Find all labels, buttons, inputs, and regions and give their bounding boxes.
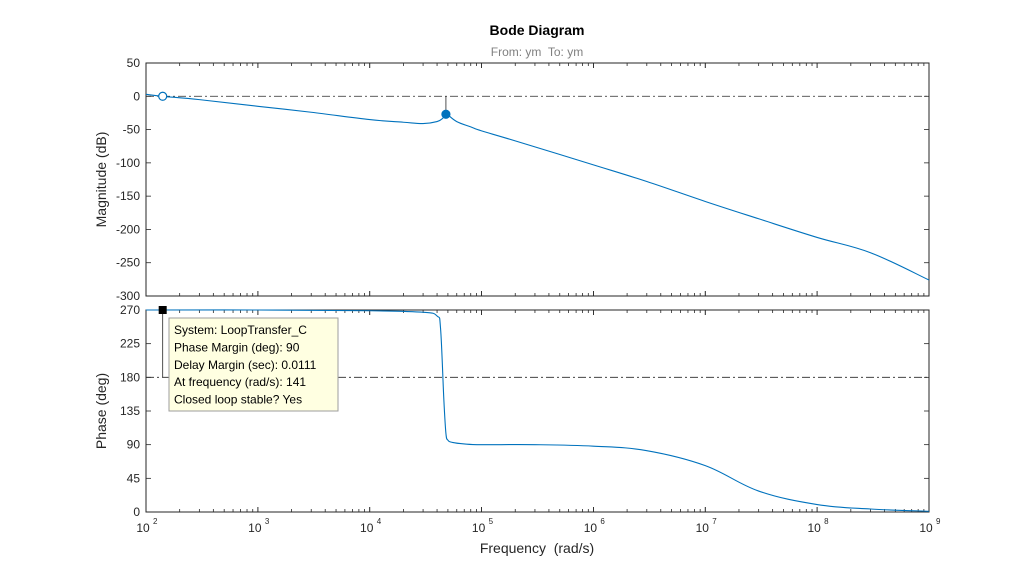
magnitude-y-tick-label: -200: [116, 222, 140, 236]
x-tick-label-exponent: 3: [265, 517, 270, 526]
magnitude-y-tick-label: -250: [116, 256, 140, 270]
phase-y-tick-label: 45: [127, 471, 141, 485]
magnitude-axes-box: [145, 62, 930, 297]
phase-y-tick-label: 225: [120, 337, 140, 351]
datatip-line: At frequency (rad/s): 141: [174, 375, 306, 389]
magnitude-y-tick-label: -150: [116, 189, 140, 203]
phase-margin-marker[interactable]: [158, 306, 167, 314]
chart-subtitle: From: ym To: ym: [491, 45, 583, 59]
x-tick-label-base: 10: [584, 521, 598, 535]
x-tick-label-base: 10: [360, 521, 374, 535]
phase-y-tick-label: 0: [133, 505, 140, 519]
x-tick-label-base: 10: [136, 521, 150, 535]
magnitude-y-axis-label: Magnitude (dB): [93, 132, 109, 228]
x-tick-label-exponent: 7: [712, 517, 717, 526]
phase-y-tick-label: 135: [120, 404, 140, 418]
x-tick-label-base: 10: [472, 521, 486, 535]
phase-y-axis-label: Phase (deg): [93, 373, 109, 449]
datatip-line: Closed loop stable? Yes: [174, 393, 302, 407]
datatip-line: Delay Margin (sec): 0.0111: [174, 358, 317, 372]
x-tick-labels: 10 2 10 3 10 4 10 5 10 6 10 7 10 8 10 9: [136, 517, 941, 535]
phase-margin-datatip[interactable]: System: LoopTransfer_C Phase Margin (deg)…: [168, 317, 339, 412]
gain-margin-marker[interactable]: [158, 91, 168, 101]
magnitude-panel: 50 0 -50 -100 -150 -200 -250 -300 Magnitude (dB): [93, 56, 930, 303]
datatip-line: System: LoopTransfer_C: [174, 323, 307, 337]
chart-title: Bode Diagram: [490, 22, 585, 38]
x-tick-label-exponent: 8: [824, 517, 829, 526]
x-tick-label-exponent: 4: [377, 517, 382, 526]
datatip-box: [168, 317, 339, 412]
phase-y-tick-label: 180: [120, 370, 140, 384]
magnitude-y-tick-label: -100: [116, 156, 140, 170]
x-tick-label-exponent: 9: [936, 517, 941, 526]
magnitude-y-tick-label: 0: [133, 89, 140, 103]
phase-series-line: [146, 309, 929, 512]
x-axis-label: Frequency (rad/s): [480, 540, 594, 556]
x-tick-label-base: 10: [696, 521, 710, 535]
peak-marker[interactable]: [441, 109, 451, 119]
magnitude-y-tick-label: 50: [127, 56, 141, 70]
x-tick-label-base: 10: [248, 521, 262, 535]
datatip-line: Phase Margin (deg): 90: [174, 340, 300, 354]
x-tick-label-exponent: 6: [600, 517, 605, 526]
magnitude-y-tick-label: -50: [123, 123, 141, 137]
x-tick-label-base: 10: [807, 521, 821, 535]
x-tick-label-exponent: 5: [489, 517, 494, 526]
x-tick-label-base: 10: [919, 521, 933, 535]
x-tick-label-exponent: 2: [153, 517, 158, 526]
magnitude-y-tick-label: -300: [116, 289, 140, 303]
phase-y-tick-label: 270: [120, 303, 140, 317]
phase-y-tick-label: 90: [127, 438, 141, 452]
